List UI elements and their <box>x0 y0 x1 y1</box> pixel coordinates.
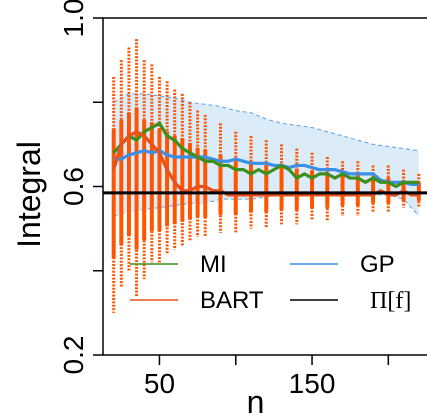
gp-band-upper <box>113 93 419 152</box>
x-tick-label: 50 <box>144 368 175 399</box>
legend-label-mi: MI <box>200 251 227 278</box>
series-line-bart <box>112 130 419 197</box>
bart-sample-spread <box>111 39 421 313</box>
series-line-gp <box>113 149 419 186</box>
y-tick-label: 0.6 <box>58 167 89 206</box>
legend-label-bart: BART <box>200 287 264 314</box>
legend-label-pi-f: Π[f] <box>370 288 411 314</box>
legend-label-gp: GP <box>360 251 395 278</box>
x-tick-label: 150 <box>289 368 336 399</box>
y-tick-label: 1.0 <box>58 0 89 37</box>
y-axis-title: Integral <box>11 141 47 248</box>
x-axis: 50 150 <box>144 355 390 399</box>
series-line-mi <box>112 121 419 189</box>
x-axis-title: n <box>247 384 265 419</box>
series-lines <box>112 121 419 197</box>
y-axis: 0.2 0.6 1.0 <box>58 0 103 374</box>
legend: MI GP BART Π[f] <box>130 251 411 314</box>
y-tick-label: 0.2 <box>58 336 89 375</box>
